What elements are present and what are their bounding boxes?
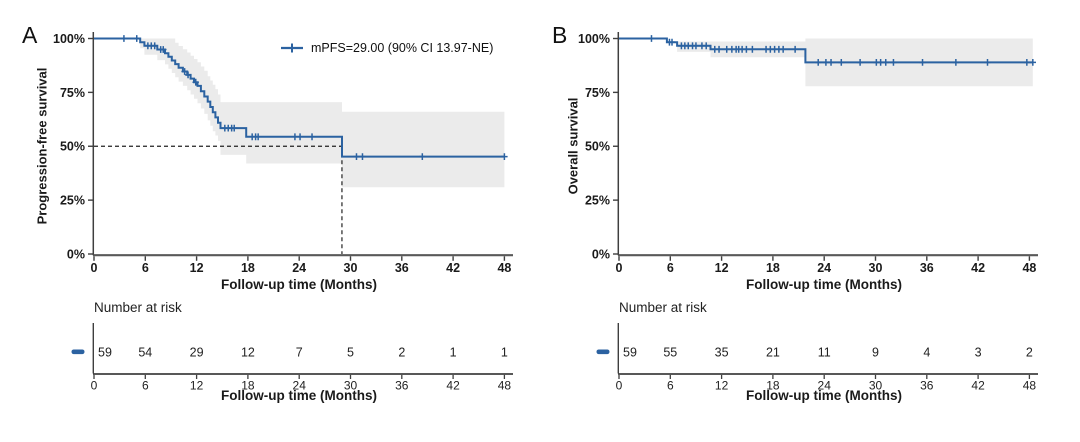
x-tick-label: 18 [766, 261, 780, 275]
risk-count: 2 [398, 346, 405, 360]
x-tick-label: 30 [344, 261, 358, 275]
risk-count: 2 [1026, 346, 1033, 360]
panel-a-x-axis-title: Follow-up time (Months) [221, 277, 377, 292]
panel-a-legend: mPFS=29.00 (90% CI 13.97-NE) [280, 41, 493, 55]
y-tick-label: 25% [60, 194, 85, 208]
km-curve [94, 37, 505, 158]
risk-count: 5 [347, 346, 354, 360]
y-tick-label: 75% [60, 86, 85, 100]
x-tick-label: 0 [91, 261, 98, 275]
risk-x-tick-label: 6 [142, 379, 149, 393]
panel-a-y-axis-title: Progression-free survival [34, 67, 50, 225]
y-tick-label: 0% [67, 247, 85, 261]
risk-x-tick-label: 36 [920, 379, 934, 393]
x-tick-label: 6 [142, 261, 149, 275]
censor-marks [120, 35, 508, 160]
risk-x-tick-label: 36 [395, 379, 409, 393]
risk-count: 1 [501, 346, 508, 360]
panel-b: 0% 25% 50% 75% 100% 0 6 12 18 24 30 36 42 48 59 55 35 21 1… [540, 0, 1080, 442]
risk-x-tick-label: 12 [190, 379, 204, 393]
y-tick-label: 0% [592, 247, 610, 261]
x-tick-label: 30 [869, 261, 883, 275]
risk-x-tick-label: 18 [241, 379, 255, 393]
panel-b-risk-table-title: Number at risk [619, 300, 707, 315]
confidence-band [140, 38, 505, 188]
risk-count: 54 [138, 346, 152, 360]
panel-a-legend-label: mPFS=29.00 (90% CI 13.97-NE) [311, 41, 494, 55]
risk-count: 29 [190, 346, 204, 360]
risk-x-tick-label: 24 [818, 379, 832, 393]
risk-x-tick-label: 30 [344, 379, 358, 393]
risk-count: 55 [663, 346, 677, 360]
risk-x-tick-label: 0 [91, 379, 98, 393]
x-tick-label: 0 [616, 261, 623, 275]
panel-a: 0% 25% 50% 75% 100% 0 6 12 18 24 30 36 42 48 59 54 29 12 7… [22, 22, 513, 403]
risk-count: 59 [623, 346, 637, 360]
y-tick-label: 100% [578, 32, 610, 46]
risk-x-tick-label: 30 [869, 379, 883, 393]
risk-x-tick-label: 12 [715, 379, 729, 393]
y-tick-label: 25% [585, 194, 610, 208]
panel-b-letter: B [552, 22, 568, 48]
x-tick-label: 24 [292, 261, 306, 275]
risk-strata-marker [596, 349, 610, 355]
risk-strata-marker [71, 349, 85, 355]
risk-count: 11 [818, 346, 831, 360]
risk-x-tick-label: 48 [1023, 379, 1037, 393]
x-tick-label: 42 [971, 261, 985, 275]
y-tick-label: 50% [585, 140, 610, 154]
x-tick-label: 36 [920, 261, 934, 275]
risk-count: 4 [923, 346, 930, 360]
risk-count: 7 [296, 346, 303, 360]
risk-x-tick-label: 0 [616, 379, 623, 393]
y-tick-label: 100% [53, 32, 85, 46]
risk-x-tick-label: 6 [667, 379, 674, 393]
risk-count: 9 [872, 346, 879, 360]
risk-count: 35 [715, 346, 729, 360]
panel-a-risk-table-title: Number at risk [94, 300, 182, 315]
x-tick-label: 18 [241, 261, 255, 275]
risk-count: 12 [241, 346, 255, 360]
x-tick-label: 12 [190, 261, 204, 275]
x-tick-label: 48 [497, 261, 511, 275]
panel-a-letter: A [22, 22, 38, 48]
x-tick-label: 24 [817, 261, 831, 275]
x-tick-label: 48 [1022, 261, 1036, 275]
risk-count: 59 [98, 346, 112, 360]
km-legend-marker-icon [281, 43, 303, 53]
x-tick-label: 12 [715, 261, 729, 275]
x-tick-label: 6 [667, 261, 674, 275]
panel-a-risk-x-axis-title: Follow-up time (Months) [221, 388, 377, 403]
x-tick-label: 36 [395, 261, 409, 275]
risk-count: 21 [766, 346, 780, 360]
risk-x-tick-label: 24 [293, 379, 307, 393]
x-tick-label: 42 [446, 261, 460, 275]
risk-x-tick-label: 18 [766, 379, 780, 393]
y-tick-label: 75% [585, 86, 610, 100]
y-tick-label: 50% [60, 140, 85, 154]
panel-b-y-axis-title: Overall survival [565, 97, 581, 195]
risk-count: 3 [975, 346, 982, 360]
panel-b-risk-x-axis-title: Follow-up time (Months) [746, 388, 902, 403]
risk-x-tick-label: 42 [971, 379, 985, 393]
risk-x-tick-label: 42 [446, 379, 460, 393]
risk-x-tick-label: 48 [498, 379, 512, 393]
censor-marks [648, 35, 1036, 66]
risk-count: 1 [450, 346, 457, 360]
panel-b-x-axis-title: Follow-up time (Months) [746, 277, 902, 292]
